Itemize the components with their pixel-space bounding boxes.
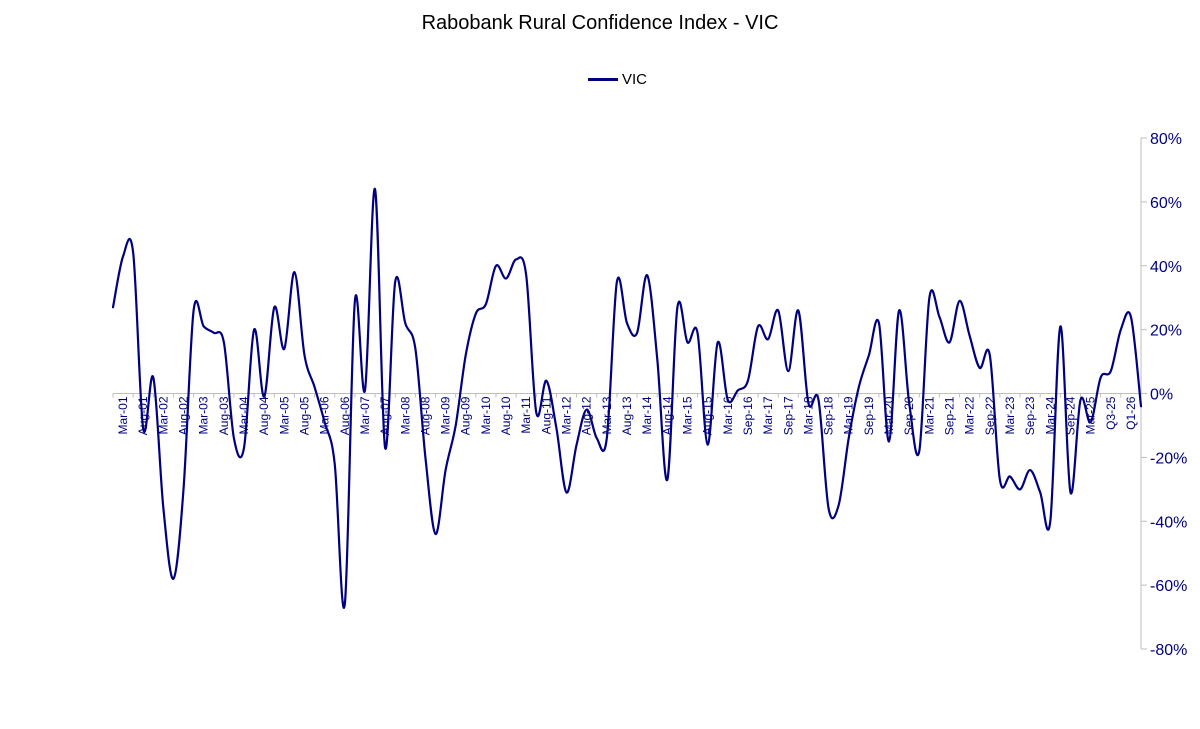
x-tick-label: Aug-09: [459, 396, 473, 435]
x-tick-label: Mar-22: [963, 396, 977, 434]
y-tick-label: 60%: [1150, 195, 1182, 212]
x-tick-label: Mar-10: [479, 396, 493, 434]
x-tick-label: Aug-12: [580, 396, 594, 435]
x-tick-label: Aug-05: [297, 396, 311, 435]
x-tick-label: Mar-01: [116, 396, 130, 434]
x-tick-label: Mar-15: [680, 396, 694, 434]
x-tick-label: Mar-23: [1003, 396, 1017, 434]
x-tick-label: Sep-23: [1023, 396, 1037, 435]
x-tick-label: Mar-12: [560, 396, 574, 434]
x-tick-label: Aug-04: [257, 396, 271, 435]
legend-line-swatch: [588, 77, 618, 81]
x-tick-label: Mar-21: [922, 396, 936, 434]
y-tick-label: 20%: [1150, 323, 1182, 340]
y-tick-label: 80%: [1150, 131, 1182, 148]
x-tick-label: Mar-09: [439, 396, 453, 434]
y-tick-label: -80%: [1150, 642, 1187, 659]
x-tick-label: Aug-03: [217, 396, 231, 435]
y-tick-label: -40%: [1150, 514, 1187, 531]
x-tick-label: Mar-24: [1043, 396, 1057, 434]
x-tick-label: Q1-26: [1124, 396, 1138, 430]
x-tick-label: Mar-03: [197, 396, 211, 434]
x-tick-label: Sep-21: [943, 396, 957, 435]
y-tick-label: -60%: [1150, 578, 1187, 595]
x-tick-label: Mar-02: [156, 396, 170, 434]
y-tick-label: 0%: [1150, 387, 1173, 404]
series-line-vic: [111, 187, 1143, 609]
x-tick-label: Sep-17: [781, 396, 795, 435]
x-tick-label: Aug-06: [338, 396, 352, 435]
x-tick-label: Mar-16: [721, 396, 735, 434]
x-tick-label: Mar-05: [277, 396, 291, 434]
x-tick-label: Sep-16: [741, 396, 755, 435]
x-tick-label: Mar-14: [640, 396, 654, 434]
x-tick-label: Mar-08: [398, 396, 412, 434]
x-tick-label: Aug-10: [499, 396, 513, 435]
y-tick-label: -20%: [1150, 450, 1187, 467]
legend: VIC: [588, 69, 647, 89]
y-tick-label: 40%: [1150, 259, 1182, 276]
x-tick-label: Mar-07: [358, 396, 372, 434]
x-tick-label: Mar-17: [761, 396, 775, 434]
x-tick-label: Mar-11: [519, 396, 533, 433]
x-tick-label: Aug-11: [539, 396, 553, 434]
x-tick-label: Mar-19: [842, 396, 856, 434]
x-tick-label: Aug-13: [620, 396, 634, 435]
chart-title: Rabobank Rural Confidence Index - VIC: [421, 12, 779, 34]
x-tick-label: Q3-25: [1104, 396, 1118, 430]
legend-label: VIC: [622, 70, 648, 88]
x-tick-label: Sep-19: [862, 396, 876, 435]
x-tick-label: Sep-18: [822, 396, 836, 435]
